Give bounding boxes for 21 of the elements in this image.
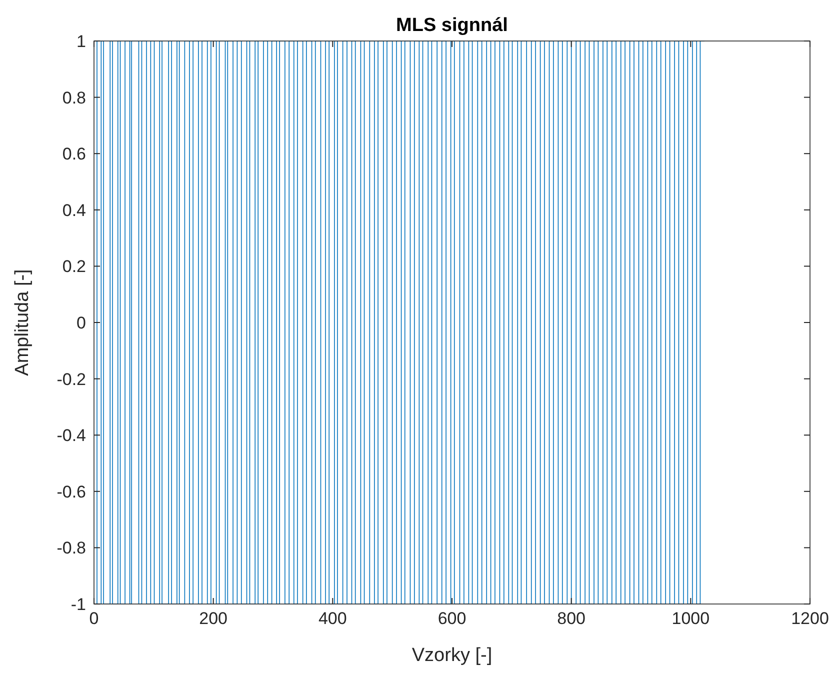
y-tick-label: 1 — [76, 32, 86, 51]
x-tick-label: 1000 — [672, 609, 710, 628]
y-axis-title: Amplituda [-] — [12, 269, 33, 376]
x-axis-title: Vzorky [-] — [412, 645, 492, 666]
y-tick-label: 0 — [76, 314, 86, 332]
y-tick-label: 0.6 — [62, 144, 86, 164]
y-tick-label: 0.8 — [62, 88, 86, 108]
x-tick-label: 800 — [557, 609, 586, 628]
y-tick-label: 0.2 — [62, 257, 86, 276]
y-tick-label: -0.6 — [56, 482, 86, 502]
x-tick-label: 1200 — [791, 609, 829, 628]
y-tick-label: -0.2 — [56, 370, 86, 389]
x-tick-label: 600 — [438, 609, 466, 628]
y-tick-label: 0.4 — [62, 200, 86, 220]
x-tick-label: 0 — [89, 609, 99, 628]
y-tick-label: -1 — [70, 595, 86, 614]
x-tick-label: 200 — [199, 609, 228, 628]
x-tick-label: 400 — [318, 609, 347, 628]
y-tick-label: -0.4 — [56, 426, 86, 446]
y-tick-label: -0.8 — [56, 538, 86, 558]
chart-title: MLS signnál — [396, 15, 508, 36]
